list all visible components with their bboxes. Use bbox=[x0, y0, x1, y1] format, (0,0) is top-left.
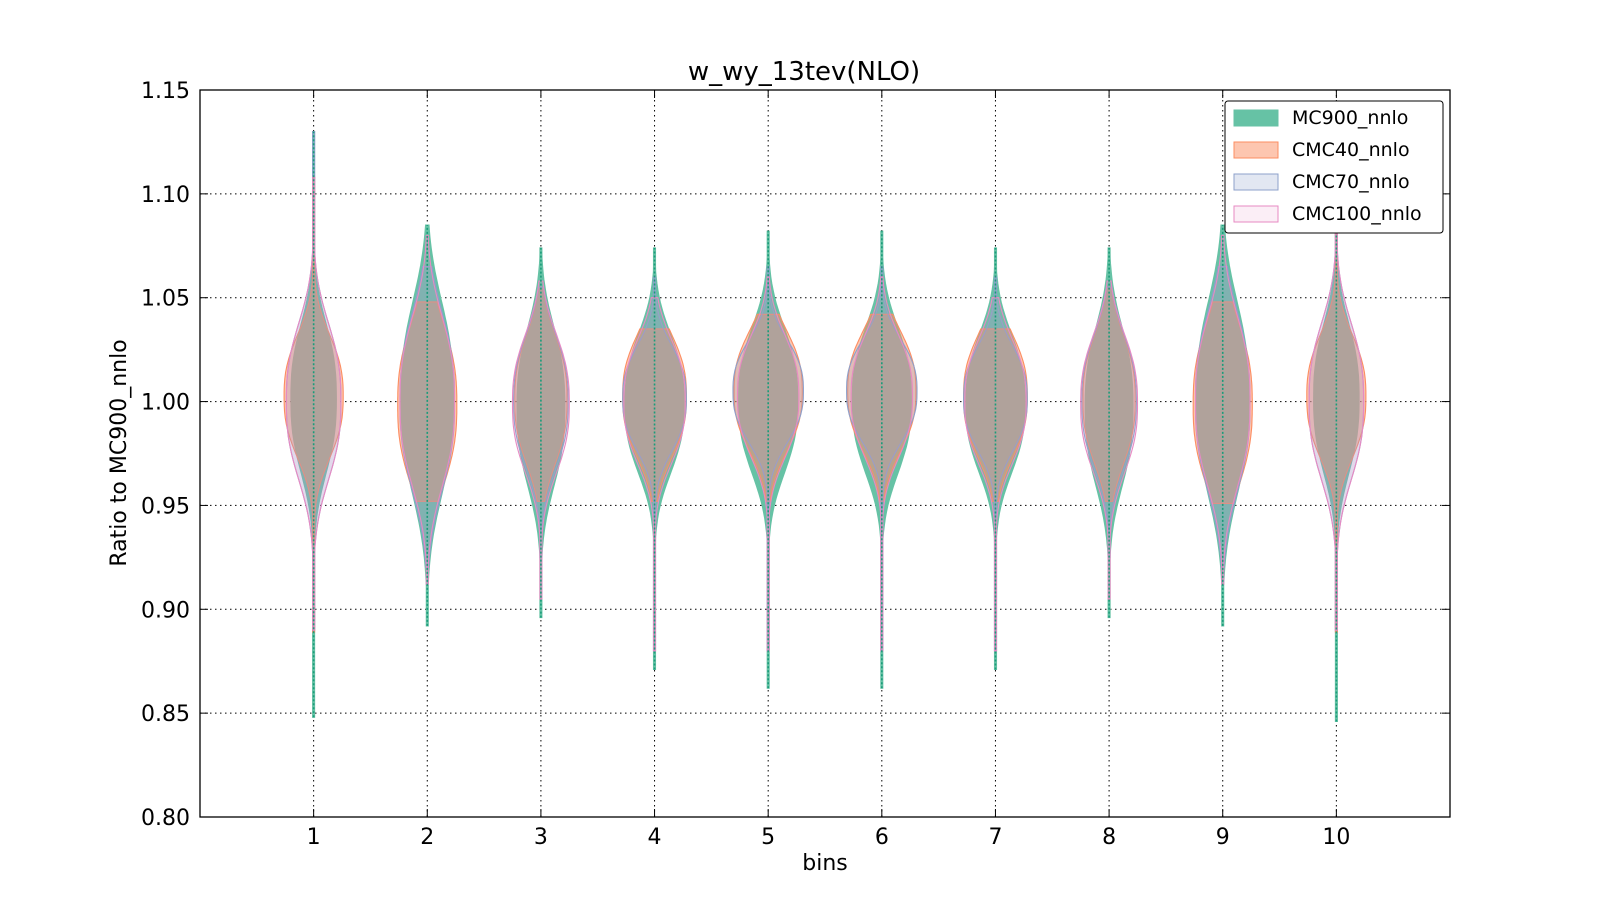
y-tick-label: 0.85 bbox=[141, 702, 190, 727]
axis-ticks: 0.80 0.85 0.90 0.95 1.00 1.05 1.10 1.15 1 2 3 4 5 6 7 8… bbox=[141, 79, 1450, 850]
legend-frame bbox=[1224, 100, 1444, 234]
violin-CMC40_nnlo-bin-4 bbox=[622, 328, 687, 502]
violin-CMC40_nnlo-bin-7 bbox=[963, 328, 1028, 502]
x-tick-label: 10 bbox=[1322, 825, 1350, 850]
legend-swatch-CMC40_nnlo bbox=[1233, 141, 1279, 159]
y-tick-label: 0.80 bbox=[141, 806, 190, 831]
y-tick-label: 1.10 bbox=[141, 183, 190, 208]
legend-swatch-MC900_nnlo bbox=[1233, 109, 1279, 127]
violin-CMC100_nnlo-bin-7 bbox=[964, 297, 1027, 652]
legend-label-CMC70_nnlo: CMC70_nnlo bbox=[1292, 171, 1410, 193]
y-tick-label: 0.95 bbox=[141, 494, 190, 519]
y-tick-label: 1.05 bbox=[141, 287, 190, 312]
x-axis-label: bins bbox=[802, 851, 847, 876]
x-tick-label: 5 bbox=[761, 825, 775, 850]
x-tick-label: 8 bbox=[1102, 825, 1116, 850]
x-tick-label: 3 bbox=[534, 825, 548, 850]
y-axis-label: Ratio to MC900_nnlo bbox=[107, 339, 132, 566]
series-CMC100_nnlo bbox=[285, 176, 1365, 652]
violin-spines bbox=[312, 131, 1338, 722]
x-tick-label: 4 bbox=[648, 825, 662, 850]
violin-CMC100_nnlo-bin-4 bbox=[623, 297, 686, 652]
legend-swatch-CMC100_nnlo bbox=[1233, 205, 1279, 223]
chart-title: w_wy_13tev(NLO) bbox=[688, 57, 920, 87]
y-tick-label: 0.90 bbox=[141, 598, 190, 623]
x-tick-label: 1 bbox=[307, 825, 321, 850]
violin-CMC40_nnlo-bin-9 bbox=[1192, 301, 1253, 504]
y-tick-label: 1.00 bbox=[141, 391, 190, 416]
x-tick-label: 6 bbox=[875, 825, 889, 850]
legend: MC900_nnlo CMC40_nnlo CMC70_nnlo CMC100_nnl… bbox=[1224, 100, 1444, 234]
legend-label-CMC100_nnlo: CMC100_nnlo bbox=[1292, 203, 1422, 225]
x-tick-label: 2 bbox=[420, 825, 434, 850]
plot-frame bbox=[199, 89, 1451, 818]
legend-label-MC900_nnlo: MC900_nnlo bbox=[1292, 107, 1408, 129]
violins bbox=[283, 130, 1367, 723]
legend-swatch-CMC70_nnlo bbox=[1233, 173, 1279, 191]
legend-label-CMC40_nnlo: CMC40_nnlo bbox=[1292, 139, 1410, 161]
y-tick-label: 1.15 bbox=[141, 79, 190, 104]
x-tick-label: 9 bbox=[1216, 825, 1230, 850]
x-tick-label: 7 bbox=[988, 825, 1002, 850]
